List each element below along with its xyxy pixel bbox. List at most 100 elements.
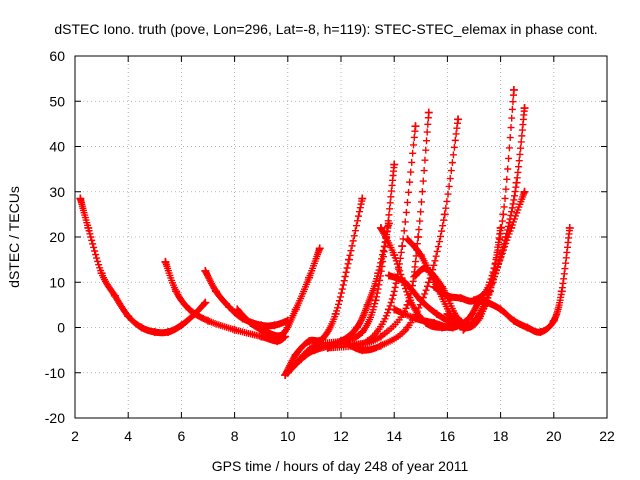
data-point bbox=[390, 251, 399, 260]
chart-title: dSTEC Iono. truth (pove, Lon=296, Lat=-8… bbox=[54, 21, 597, 37]
data-point bbox=[177, 321, 186, 330]
data-point bbox=[201, 298, 210, 307]
y-tick-label: 20 bbox=[49, 229, 65, 245]
data-point bbox=[331, 309, 340, 318]
data-point bbox=[432, 309, 441, 318]
x-tick-label: 2 bbox=[71, 428, 79, 444]
data-point bbox=[310, 346, 319, 355]
data-point bbox=[358, 346, 367, 355]
data-point bbox=[305, 337, 314, 346]
data-point bbox=[161, 257, 170, 266]
data-point bbox=[376, 223, 385, 232]
data-point bbox=[291, 305, 300, 314]
data-point bbox=[499, 210, 508, 219]
data-point bbox=[323, 343, 332, 352]
data-point bbox=[398, 242, 407, 251]
data-point bbox=[352, 323, 361, 332]
data-point bbox=[233, 305, 242, 314]
data-point bbox=[278, 330, 287, 339]
series-arc-5 bbox=[281, 194, 367, 380]
data-point bbox=[509, 316, 518, 325]
data-point bbox=[483, 298, 492, 307]
x-tick-label: 8 bbox=[231, 428, 239, 444]
data-point bbox=[358, 194, 367, 203]
data-point bbox=[411, 271, 420, 280]
data-point bbox=[150, 328, 159, 337]
x-tick-label: 10 bbox=[280, 428, 296, 444]
data-point bbox=[400, 278, 409, 287]
y-tick-label: 0 bbox=[57, 320, 65, 336]
data-point bbox=[411, 314, 420, 323]
data-point bbox=[416, 251, 425, 260]
data-point bbox=[318, 334, 327, 343]
data-point bbox=[211, 287, 220, 296]
data-series bbox=[76, 85, 574, 380]
y-tick-label: 50 bbox=[49, 93, 65, 109]
data-point bbox=[557, 287, 566, 296]
data-point bbox=[315, 244, 324, 253]
x-axis-label: GPS time / hours of day 248 of year 2011 bbox=[212, 458, 469, 474]
data-point bbox=[291, 350, 300, 359]
data-point bbox=[509, 85, 518, 94]
data-point bbox=[172, 287, 181, 296]
x-tick-label: 14 bbox=[386, 428, 402, 444]
y-tick-label: 10 bbox=[49, 274, 65, 290]
data-point bbox=[137, 323, 146, 332]
data-point bbox=[97, 269, 106, 278]
data-point bbox=[384, 271, 393, 280]
data-point bbox=[414, 233, 423, 241]
data-point bbox=[565, 223, 574, 232]
data-point bbox=[430, 282, 439, 291]
data-point bbox=[230, 325, 239, 334]
data-point bbox=[84, 223, 93, 232]
data-point bbox=[376, 332, 385, 341]
data-point bbox=[430, 318, 439, 327]
data-point bbox=[416, 296, 425, 305]
data-point bbox=[376, 341, 385, 350]
data-point bbox=[456, 294, 465, 303]
data-point bbox=[257, 332, 266, 341]
data-point bbox=[440, 210, 449, 219]
y-tick-label: 30 bbox=[49, 184, 65, 200]
data-point bbox=[305, 273, 314, 282]
data-point bbox=[470, 296, 478, 305]
y-tick-label: 40 bbox=[49, 139, 65, 155]
data-point bbox=[358, 328, 367, 337]
data-point bbox=[424, 108, 433, 117]
data-point bbox=[549, 316, 558, 325]
data-point bbox=[520, 104, 529, 113]
series-arc-4 bbox=[233, 244, 324, 340]
series-arc-18 bbox=[459, 104, 529, 334]
x-tick-label: 16 bbox=[440, 428, 456, 444]
x-tick-label: 18 bbox=[493, 428, 509, 444]
data-point bbox=[291, 359, 300, 368]
data-point bbox=[262, 328, 271, 337]
y-axis-label: dSTEC / TECUs bbox=[6, 186, 22, 288]
data-point bbox=[283, 368, 292, 377]
data-point bbox=[496, 305, 505, 314]
data-point bbox=[536, 328, 545, 337]
data-point bbox=[201, 266, 210, 275]
axis-ticks: 2 4 6 8 10 12 14 16 18 20 22 -20 -10 0 10 20 30 40 50 60 bbox=[45, 48, 615, 444]
data-point bbox=[363, 300, 372, 309]
data-point bbox=[512, 178, 521, 187]
data-point bbox=[371, 296, 380, 305]
data-point bbox=[464, 314, 473, 323]
x-tick-label: 22 bbox=[599, 428, 615, 444]
data-point bbox=[76, 194, 85, 203]
series-arc-10 bbox=[342, 115, 463, 355]
data-point bbox=[390, 305, 399, 314]
data-point bbox=[406, 296, 415, 305]
data-point bbox=[443, 291, 452, 300]
data-point bbox=[246, 318, 255, 327]
data-point bbox=[422, 264, 431, 273]
data-point bbox=[411, 122, 420, 131]
data-point bbox=[124, 312, 133, 321]
series-arc-19 bbox=[470, 223, 574, 337]
x-tick-label: 6 bbox=[178, 428, 186, 444]
data-point bbox=[204, 316, 212, 325]
data-point bbox=[459, 325, 468, 334]
data-point bbox=[403, 235, 412, 244]
data-point bbox=[443, 309, 452, 318]
